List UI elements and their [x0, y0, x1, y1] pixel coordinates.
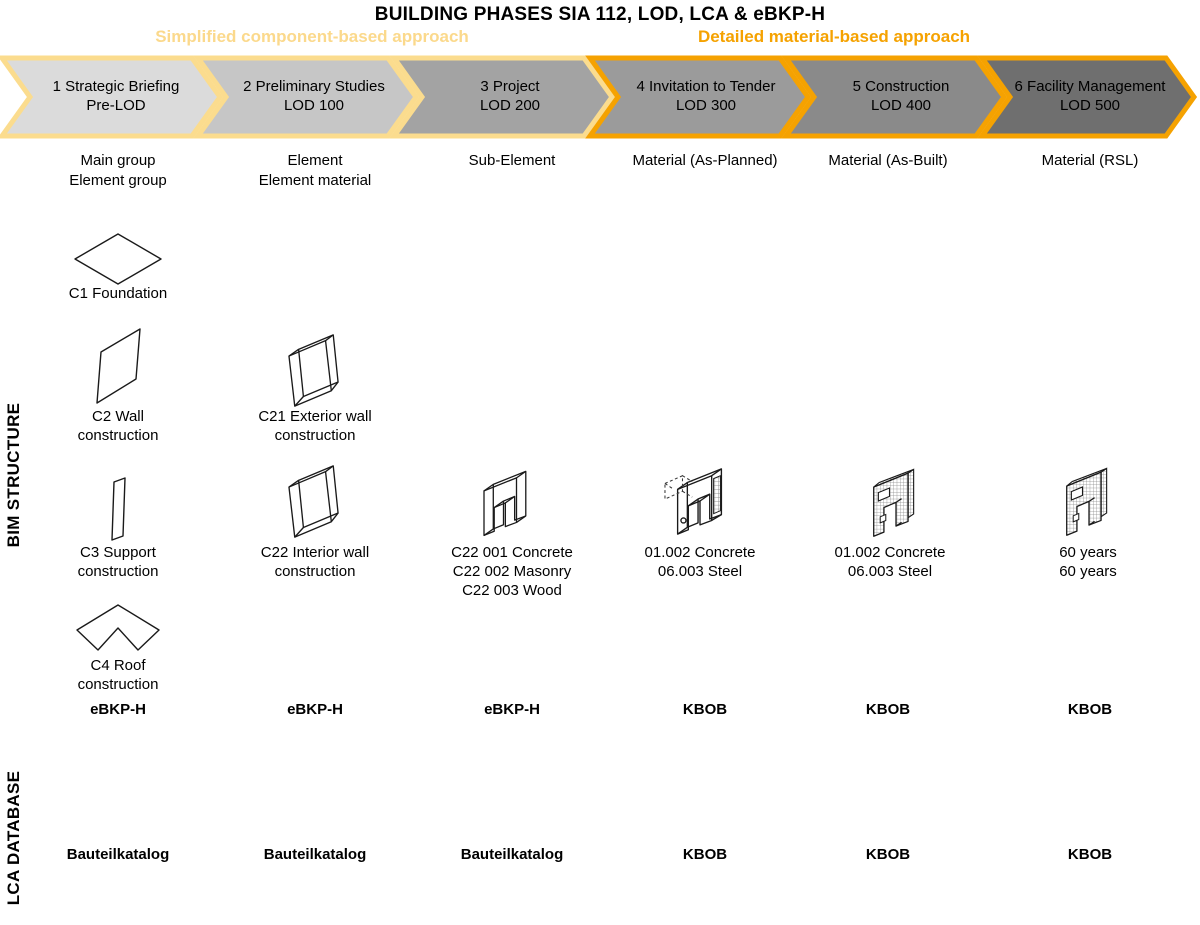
interior-wall-frame-icon: [288, 465, 339, 538]
lca-db-col5: KBOB: [865, 846, 911, 863]
bim-structure-axis-label: BIM STRUCTURE: [4, 402, 23, 548]
phase-6-chevron: [977, 55, 1198, 139]
lca-db-col1: Bauteilkatalog: [66, 846, 170, 863]
item-label-c22-materials: C22 001 Concrete C22 002 Masonry C22 003 W…: [451, 544, 573, 599]
item-label-as-built: 01.002 Concrete 06.003 Steel: [834, 544, 946, 580]
phase-1-chevron: [0, 55, 224, 139]
lca-db-col3: Bauteilkatalog: [460, 846, 564, 863]
item-label-as-planned: 01.002 Concrete 06.003 Steel: [644, 544, 756, 580]
support-plane-icon: [111, 477, 126, 541]
sub-element-portal-icon: [483, 470, 527, 537]
phase-2-chevron: [193, 55, 420, 139]
detailed-approach-heading: Detailed material-based approach: [697, 27, 971, 46]
phase-4-label: 4 Invitation to Tender LOD 300: [636, 78, 776, 114]
bim-db-col3: eBKP-H: [484, 701, 540, 718]
phase-2-label: 2 Preliminary Studies LOD 100: [243, 78, 385, 114]
item-label-c2: C2 Wall construction: [77, 408, 159, 444]
phase-1-label: 1 Strategic Briefing Pre-LOD: [52, 78, 180, 114]
wall-plane-icon: [96, 328, 141, 404]
material-rsl-icon: [1066, 467, 1108, 536]
phase-chevron-band: [0, 55, 1198, 139]
column-header-sub-element: Sub-Element: [468, 152, 556, 169]
bim-db-col1: eBKP-H: [90, 701, 146, 718]
lca-db-col6: KBOB: [1067, 846, 1113, 863]
simplified-approach-heading: Simplified component-based approach: [155, 27, 469, 46]
bim-db-col6: KBOB: [1067, 701, 1113, 718]
item-label-rsl: 60 years 60 years: [1059, 544, 1117, 580]
bim-db-col4: KBOB: [682, 701, 728, 718]
item-label-c3: C3 Support construction: [77, 544, 159, 580]
phase-5-chevron: [781, 55, 1008, 139]
phase-5-label: 5 Construction LOD 400: [852, 78, 950, 114]
lca-db-col2: Bauteilkatalog: [263, 846, 367, 863]
column-header-main-group: Main group Element group: [69, 152, 167, 189]
exterior-wall-frame-icon: [288, 334, 339, 407]
column-header-material-rsl: Material (RSL): [1041, 152, 1139, 169]
item-label-c21: C21 Exterior wall construction: [258, 408, 372, 444]
page-title: BUILDING PHASES SIA 112, LOD, LCA & eBKP…: [374, 4, 826, 25]
material-as-built-icon: [873, 468, 915, 537]
roof-plane-icon: [76, 604, 160, 651]
foundation-diamond-icon: [74, 233, 162, 285]
column-header-element: Element Element material: [258, 152, 372, 189]
bim-db-col5: KBOB: [865, 701, 911, 718]
phase-6-label: 6 Facility Management LOD 500: [1014, 78, 1166, 114]
column-header-material-as-planned: Material (As-Planned): [632, 152, 778, 169]
item-label-c1: C1 Foundation: [68, 285, 168, 302]
phase-4-chevron: [585, 55, 812, 139]
column-header-material-as-built: Material (As-Built): [828, 152, 948, 169]
phase-3-chevron: [389, 55, 616, 139]
item-label-c22-interior: C22 Interior wall construction: [260, 544, 370, 580]
material-as-planned-icon: [664, 468, 723, 535]
item-label-c4: C4 Roof construction: [77, 657, 159, 693]
bim-db-col2: eBKP-H: [287, 701, 343, 718]
lca-db-col4: KBOB: [682, 846, 728, 863]
lca-database-axis-label: LCA DATABASE: [4, 770, 23, 906]
phase-3-label: 3 Project LOD 200: [479, 78, 541, 114]
